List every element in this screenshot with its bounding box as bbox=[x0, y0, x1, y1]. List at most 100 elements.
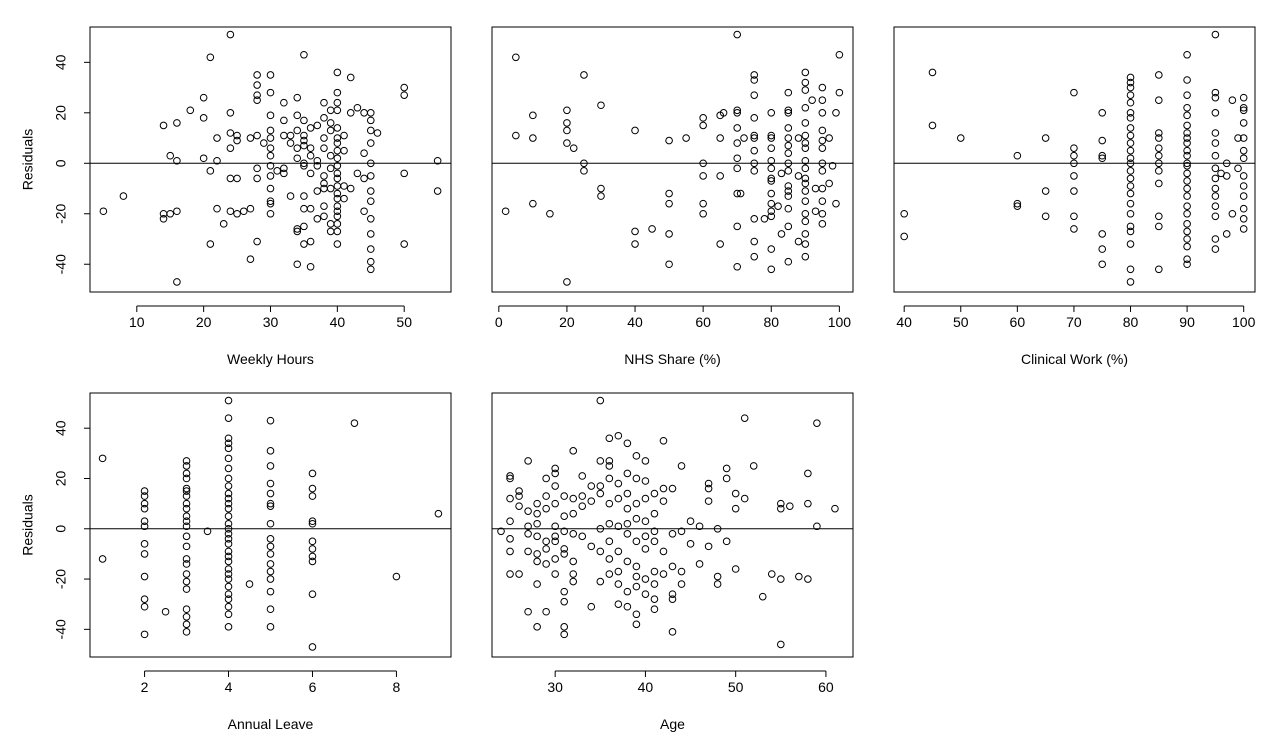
data-point bbox=[596, 457, 605, 465]
data-point bbox=[1013, 199, 1022, 208]
data-point bbox=[224, 595, 233, 603]
data-point bbox=[392, 572, 401, 581]
data-point bbox=[333, 106, 342, 115]
data-point bbox=[650, 489, 659, 498]
data-point bbox=[784, 167, 793, 175]
data-point bbox=[1183, 202, 1191, 210]
data-point bbox=[224, 444, 233, 453]
data-point bbox=[632, 610, 641, 619]
data-point bbox=[1239, 106, 1248, 115]
data-point bbox=[233, 136, 241, 145]
x-axis-title: NHS Share (%) bbox=[624, 351, 720, 367]
data-point bbox=[293, 154, 302, 163]
data-point bbox=[300, 50, 308, 59]
data-point bbox=[506, 517, 514, 526]
data-point bbox=[750, 252, 759, 261]
data-point bbox=[308, 537, 317, 546]
data-point bbox=[333, 174, 342, 183]
data-point bbox=[713, 572, 722, 581]
data-point bbox=[173, 207, 181, 216]
data-point bbox=[605, 519, 614, 528]
data-point bbox=[1155, 96, 1163, 104]
data-point bbox=[750, 76, 759, 84]
data-point bbox=[224, 540, 233, 548]
data-point bbox=[632, 452, 641, 460]
data-point bbox=[801, 217, 810, 226]
data-point bbox=[306, 151, 315, 160]
data-point bbox=[206, 167, 215, 175]
data-point bbox=[794, 237, 803, 246]
data-point bbox=[767, 199, 776, 208]
data-point bbox=[596, 524, 605, 533]
y-tick-label: -20 bbox=[53, 569, 69, 589]
data-point bbox=[546, 209, 554, 218]
y-tick-label: 40 bbox=[53, 54, 69, 70]
data-point bbox=[140, 572, 149, 581]
data-point bbox=[605, 555, 614, 563]
data-point bbox=[1183, 134, 1191, 142]
data-point bbox=[159, 215, 168, 223]
data-point bbox=[740, 134, 748, 142]
data-point bbox=[623, 489, 632, 498]
data-point bbox=[811, 207, 820, 216]
data-point bbox=[224, 590, 233, 598]
data-point bbox=[1183, 162, 1191, 170]
data-point bbox=[560, 623, 569, 631]
data-point bbox=[366, 109, 375, 117]
data-point bbox=[597, 184, 605, 193]
data-point bbox=[266, 199, 275, 208]
data-point bbox=[182, 620, 191, 629]
data-point bbox=[623, 530, 632, 538]
data-point bbox=[224, 414, 233, 422]
data-point bbox=[224, 547, 233, 556]
data-point bbox=[1183, 184, 1191, 193]
data-point bbox=[900, 232, 908, 241]
x-tick-label: 20 bbox=[559, 314, 575, 330]
data-point bbox=[253, 96, 261, 104]
data-point bbox=[1070, 144, 1078, 152]
data-point bbox=[224, 570, 233, 578]
data-point bbox=[226, 144, 235, 152]
data-point bbox=[542, 474, 550, 483]
data-point bbox=[722, 537, 731, 546]
data-point bbox=[224, 519, 233, 528]
data-point bbox=[219, 220, 228, 228]
x-tick-label: 4 bbox=[225, 679, 233, 695]
data-point bbox=[373, 129, 382, 137]
data-point bbox=[668, 595, 677, 603]
data-point bbox=[308, 545, 317, 553]
data-point bbox=[699, 159, 707, 168]
data-point bbox=[266, 499, 275, 508]
data-point bbox=[801, 144, 810, 152]
data-point bbox=[750, 131, 759, 140]
data-point bbox=[774, 202, 782, 210]
x-tick-label: 50 bbox=[953, 314, 969, 330]
data-point bbox=[326, 106, 335, 115]
data-point bbox=[333, 134, 342, 142]
data-point bbox=[1098, 136, 1107, 145]
data-point bbox=[605, 499, 614, 508]
data-point bbox=[767, 134, 776, 142]
data-point bbox=[213, 204, 221, 213]
data-point bbox=[668, 530, 677, 538]
data-point bbox=[722, 474, 731, 483]
x-tick-label: 100 bbox=[828, 314, 852, 330]
data-point bbox=[333, 182, 342, 190]
data-point bbox=[313, 187, 322, 195]
data-point bbox=[266, 88, 275, 97]
data-point bbox=[266, 560, 275, 568]
data-point bbox=[804, 499, 812, 508]
data-point bbox=[182, 577, 191, 586]
x-tick-label: 30 bbox=[547, 679, 563, 695]
data-point bbox=[224, 557, 233, 566]
data-point bbox=[182, 522, 191, 531]
data-point bbox=[224, 602, 233, 611]
x-axis-title: Annual Leave bbox=[228, 716, 314, 732]
data-point bbox=[704, 542, 713, 551]
data-point bbox=[767, 109, 776, 117]
data-point bbox=[1211, 139, 1220, 147]
data-point bbox=[266, 71, 275, 79]
data-point bbox=[245, 580, 254, 588]
data-point bbox=[266, 542, 275, 551]
